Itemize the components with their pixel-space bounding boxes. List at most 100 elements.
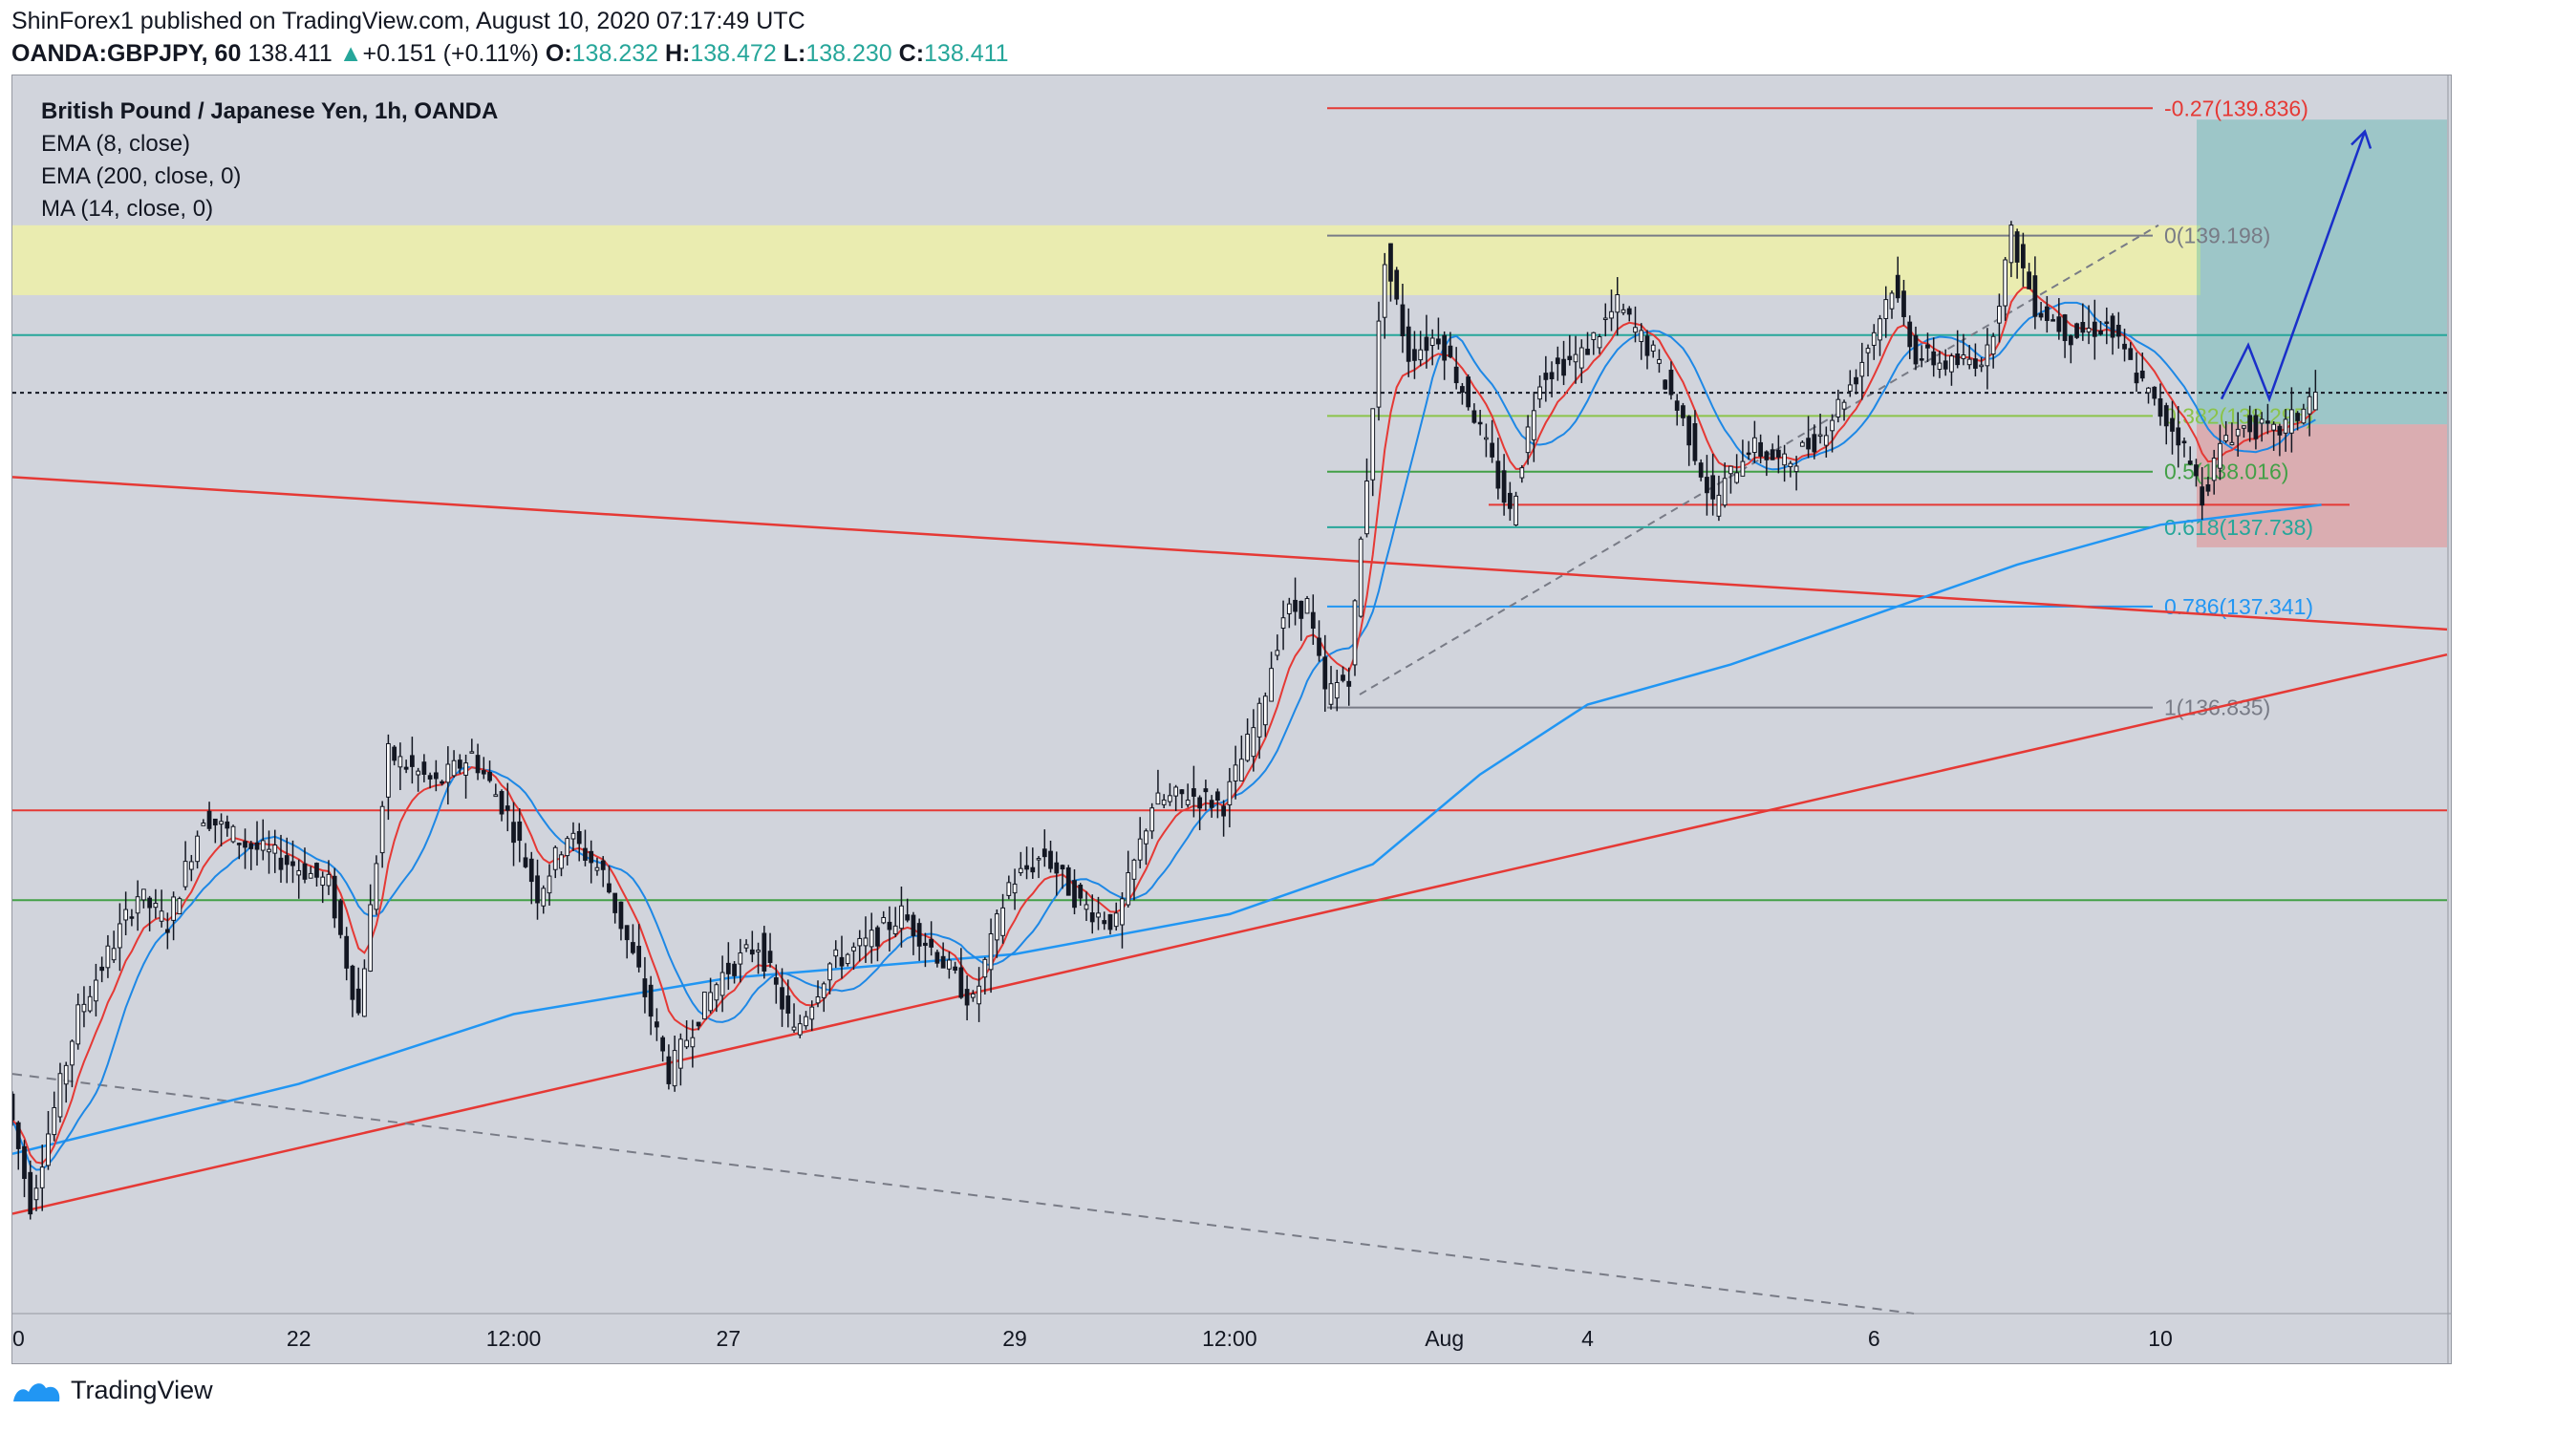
candle-body <box>719 972 725 996</box>
candle-body <box>386 742 391 798</box>
candle-body <box>916 923 922 947</box>
legend-title: British Pound / Japanese Yen, 1h, OANDA <box>41 98 499 124</box>
published-line: ShinForex1 published on TradingView.com,… <box>11 8 805 34</box>
candle-body <box>570 832 576 840</box>
candle-body <box>696 1021 701 1027</box>
candle-body <box>821 983 826 998</box>
candle-body <box>559 854 564 869</box>
candle-body <box>188 861 194 870</box>
candle-body <box>1191 788 1196 797</box>
candle-body <box>1878 318 1882 341</box>
candle-body <box>857 937 863 947</box>
candle-body <box>863 937 869 947</box>
candle-body <box>552 846 558 870</box>
candle-body <box>1602 317 1608 321</box>
candle-body <box>118 923 122 949</box>
candle-body <box>2056 316 2062 332</box>
candle-body <box>392 746 397 761</box>
candle-body <box>1979 364 1985 368</box>
candle-body <box>1102 920 1107 925</box>
candle-body <box>1716 494 1722 517</box>
candle-body <box>308 872 313 879</box>
candle-body <box>225 821 230 829</box>
legend-ema200[interactable]: EMA (200, close, 0) <box>41 163 242 189</box>
chart-panel[interactable]: -0.27(139.836) 0(139.198) 0.382(138.295) 0.… <box>11 75 2452 1364</box>
candle-body <box>1698 462 1704 478</box>
candle-body <box>1429 337 1435 347</box>
candle-body <box>338 900 343 935</box>
candle-body <box>147 897 152 909</box>
candle-body <box>1310 611 1316 630</box>
candle-body <box>1155 792 1161 805</box>
candle-body <box>2104 321 2110 325</box>
x-tick-label: 12:00 <box>1202 1326 1257 1351</box>
candle-body <box>666 1056 672 1084</box>
candle-body <box>1376 320 1382 408</box>
candle-body <box>141 888 146 901</box>
candle-body <box>1859 361 1865 377</box>
legend-ma14[interactable]: MA (14, close, 0) <box>41 196 214 222</box>
candle-body <box>929 938 934 948</box>
candle-body <box>749 949 755 955</box>
candle-body <box>1299 600 1304 619</box>
x-tick-label: Aug <box>1425 1326 1464 1351</box>
candle-body <box>350 965 355 1000</box>
candle-body <box>397 756 403 768</box>
legend-ema8[interactable]: EMA (8, close) <box>41 131 191 157</box>
candle-body <box>1841 401 1847 410</box>
candle-body <box>1120 898 1125 926</box>
candle-body <box>1901 290 1906 317</box>
candle-body <box>1471 410 1477 423</box>
candle-body <box>2247 415 2253 433</box>
candle-body <box>2044 306 2050 321</box>
candle-body <box>1573 353 1578 363</box>
candle-body <box>743 944 749 949</box>
candle-body <box>2211 458 2217 481</box>
candle-body <box>1018 867 1023 874</box>
candle-body <box>833 949 839 957</box>
close-label: C: <box>898 40 925 67</box>
candle-body <box>2128 348 2134 360</box>
fib-level-label: 0.618(137.738) <box>2164 515 2313 540</box>
candle-body <box>260 840 266 851</box>
candle-body <box>809 1006 815 1020</box>
candle-body <box>1453 366 1459 384</box>
candle-body <box>1692 423 1698 461</box>
candle-body <box>1770 449 1775 460</box>
candle-body <box>791 1026 797 1031</box>
candle-body <box>2152 386 2157 399</box>
candle-body <box>940 955 946 969</box>
candle-body <box>1436 338 1441 345</box>
candle-body <box>977 985 981 1005</box>
candle-body <box>600 860 606 870</box>
candle-body <box>1501 470 1507 503</box>
fib-trend-connector <box>1359 224 2159 695</box>
candle-body <box>905 914 911 921</box>
candle-body <box>1997 306 2002 324</box>
candle-body <box>1931 351 1937 366</box>
candle-body <box>1830 419 1835 432</box>
low-label: L: <box>783 40 806 67</box>
candle-body <box>421 761 427 775</box>
candle-body <box>1334 682 1340 699</box>
candle-body <box>1394 269 1400 300</box>
candle-body <box>1591 332 1597 341</box>
high-label: H: <box>664 40 691 67</box>
candle-body <box>1041 848 1047 858</box>
candle-body <box>2235 428 2241 437</box>
candle-body <box>493 794 499 798</box>
candle-body <box>1084 904 1089 910</box>
candle-body <box>636 946 642 968</box>
candle-body <box>1215 791 1220 802</box>
candle-body <box>1644 335 1650 356</box>
candle-body <box>267 848 271 853</box>
last-price: 138.411 <box>247 40 333 67</box>
candle-body <box>1490 442 1494 458</box>
price-chart[interactable]: -0.27(139.836)0(139.198)0.382(138.295)0.… <box>12 75 2451 1363</box>
candle-body <box>212 818 218 826</box>
candle-body <box>1269 668 1274 702</box>
candle-body <box>631 942 635 953</box>
candle-body <box>1113 912 1119 928</box>
candle-body <box>2242 425 2246 429</box>
candle-body <box>1812 434 1817 453</box>
